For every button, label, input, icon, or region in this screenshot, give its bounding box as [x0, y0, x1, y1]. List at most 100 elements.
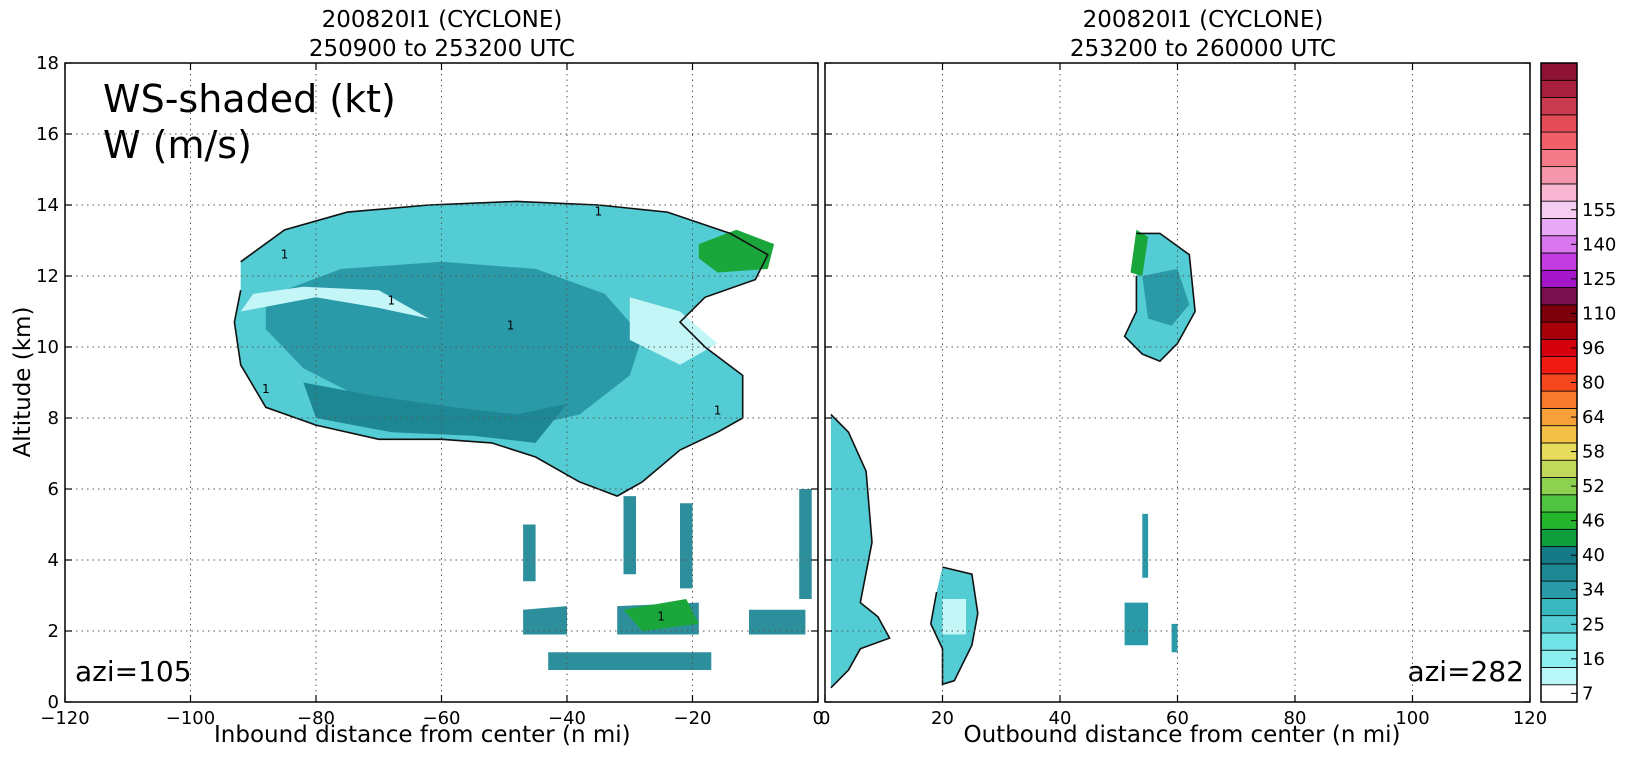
colorbar-tick-label: 34	[1582, 580, 1605, 601]
wind-speed-region-anvil	[830, 414, 890, 688]
colorbar-swatch	[1540, 390, 1578, 409]
w-annotation: W (m/s)	[103, 123, 252, 167]
colorbar-swatch	[1540, 97, 1578, 116]
colorbar-tick-label: 40	[1582, 545, 1605, 566]
colorbar-swatch	[1540, 62, 1578, 81]
contour-value-label: 1	[281, 247, 289, 261]
x-tick-label: 80	[1284, 708, 1307, 729]
colorbar-tick-label: 16	[1582, 649, 1605, 670]
wind-speed-region-bright	[240, 286, 429, 319]
colorbar-swatch	[1540, 597, 1578, 617]
colorbar-swatch	[1540, 79, 1578, 98]
y-tick-label: 16	[36, 124, 59, 145]
colorbar-tick-label: 155	[1582, 200, 1616, 221]
colorbar-swatch	[1540, 183, 1578, 202]
wind-speed-region-bright	[629, 297, 718, 365]
w-contour	[1123, 232, 1196, 363]
colorbar-tick-label: 125	[1582, 269, 1616, 290]
x-tick-label: 0	[819, 708, 830, 729]
y-tick-label: 2	[48, 621, 59, 642]
y-tick-label: 0	[48, 692, 59, 713]
y-tick-label: 12	[36, 266, 59, 287]
wind-speed-region-wind34	[698, 229, 775, 273]
colorbar-swatch	[1540, 321, 1578, 340]
wind-speed-region-inner	[1142, 513, 1149, 578]
colorbar-swatch	[1540, 356, 1578, 375]
colorbar-tick-label: 80	[1582, 373, 1605, 394]
wind-speed-region-low	[523, 524, 536, 582]
colorbar-swatch	[1540, 252, 1578, 271]
wind-speed-region-low	[523, 606, 567, 635]
wind-speed-region-low	[749, 609, 806, 635]
colorbar-tick-label: 110	[1582, 303, 1616, 324]
x-tick-label: −20	[674, 708, 712, 729]
x-tick-label: −80	[297, 708, 335, 729]
wind-speed-region-low	[548, 652, 712, 670]
left-title: 200820I1 (CYCLONE)	[322, 7, 563, 33]
wind-speed-region-wind34	[1130, 229, 1149, 276]
colorbar: 7 16 25 34 40 46 52 58 64 80 96 110 125 140 155	[1540, 62, 1616, 704]
left-panel: 200820I1 (CYCLONE) 250900 to 253200 UTC …	[10, 7, 824, 748]
contour-value-label: 1	[262, 382, 270, 396]
contour-value-label: 1	[595, 205, 603, 219]
x-tick-label: −40	[548, 708, 586, 729]
y-tick-label: 14	[36, 195, 59, 216]
x-tick-label: 60	[1166, 708, 1189, 729]
y-tick-label: 4	[48, 550, 59, 571]
y-tick-label: 10	[36, 337, 59, 358]
left-x-axis-label: Inbound distance from center (n mi)	[214, 722, 631, 748]
colorbar-swatch	[1540, 425, 1578, 444]
colorbar-swatch	[1540, 131, 1578, 150]
w-contour	[830, 413, 891, 689]
x-tick-label: 120	[1513, 708, 1547, 729]
wind-speed-region-low	[623, 496, 636, 575]
x-tick-label: −100	[166, 708, 215, 729]
contour-value-label: 1	[657, 609, 665, 623]
contour-value-label: 1	[387, 293, 395, 307]
colorbar-swatch	[1540, 667, 1578, 686]
colorbar-tick-label: 140	[1582, 234, 1616, 255]
colorbar-swatch	[1540, 459, 1578, 478]
colorbar-swatch	[1540, 563, 1578, 582]
x-tick-label: 0	[813, 708, 824, 729]
w-contour	[929, 566, 979, 686]
colorbar-swatch	[1540, 287, 1578, 306]
x-tick-label: 20	[931, 708, 954, 729]
y-tick-label: 18	[36, 53, 59, 74]
colorbar-tick-label: 58	[1582, 442, 1605, 463]
wind-speed-region-inner	[1124, 602, 1149, 646]
wind-speed-region-low	[680, 503, 693, 589]
y-axis-label: Altitude (km)	[10, 307, 36, 458]
colorbar-tick-label: 7	[1582, 683, 1593, 704]
right-x-axis-label: Outbound distance from center (n mi)	[964, 722, 1401, 748]
colorbar-tick-label: 52	[1582, 476, 1605, 497]
right-panel: 200820I1 (CYCLONE) 253200 to 260000 UTC …	[819, 7, 1547, 748]
contour-value-label: 1	[507, 318, 515, 332]
ws-annotation: WS-shaded (kt)	[103, 77, 396, 121]
colorbar-swatch	[1540, 166, 1578, 185]
colorbar-swatch	[1540, 494, 1578, 513]
wind-speed-region-core	[303, 382, 567, 443]
x-tick-label: 100	[1395, 708, 1429, 729]
wind-speed-region-low	[799, 489, 812, 599]
right-subtitle: 253200 to 260000 UTC	[1070, 36, 1336, 62]
colorbar-tick-label: 64	[1582, 407, 1605, 428]
colorbar-swatch	[1540, 218, 1578, 237]
wind-speed-region-inner	[1171, 623, 1178, 653]
wind-speed-region-wind34	[623, 599, 699, 631]
colorbar-tick-label: 25	[1582, 614, 1605, 635]
colorbar-swatch	[1540, 528, 1578, 547]
x-tick-label: 40	[1049, 708, 1072, 729]
left-azimuth-label: azi=105	[75, 655, 192, 688]
right-title: 200820I1 (CYCLONE)	[1083, 7, 1324, 33]
y-tick-label: 8	[48, 408, 59, 429]
colorbar-swatch	[1540, 148, 1578, 168]
y-tick-label: 6	[48, 479, 59, 500]
plot-area	[65, 63, 818, 702]
x-tick-label: −120	[40, 708, 89, 729]
contour-value-label: 1	[714, 403, 722, 417]
left-subtitle: 250900 to 253200 UTC	[309, 36, 575, 62]
wind-speed-region-bright	[942, 599, 966, 635]
